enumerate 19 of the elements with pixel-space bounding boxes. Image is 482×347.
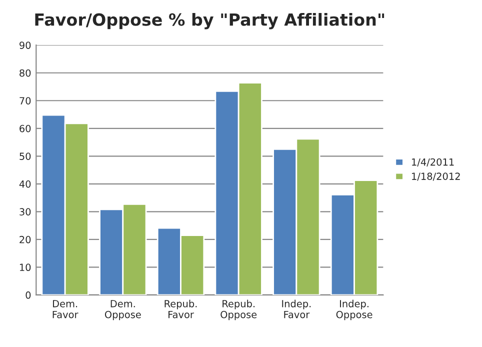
y-tick-label: 50	[20, 152, 31, 160]
legend-label: 1/18/2012	[412, 172, 460, 181]
x-tick-label: Indep. Oppose	[336, 300, 372, 320]
x-tick-label: Repub. Oppose	[220, 300, 257, 320]
legend-label: 1/4/2011	[412, 158, 454, 166]
y-tick-label: 0	[26, 291, 31, 299]
x-tick-label: Dem. Oppose	[104, 300, 141, 320]
y-tick-label: 70	[20, 97, 31, 104]
x-tick-label: Repub. Favor	[164, 300, 197, 318]
y-tick-label: 90	[20, 42, 31, 49]
y-tick-label: 40	[19, 180, 31, 188]
x-tick-label: Dem. Favor	[52, 300, 78, 318]
y-tick-label: 80	[20, 69, 31, 77]
chart-title: Favor/Oppose % by "Party Affiliation"	[35, 13, 384, 30]
y-tick-label: 60	[20, 124, 31, 132]
y-tick-label: 20	[20, 236, 31, 244]
y-tick-label: 10	[20, 264, 31, 272]
y-tick-label: 30	[20, 208, 31, 216]
x-tick-label: Indep. Favor	[282, 300, 311, 318]
